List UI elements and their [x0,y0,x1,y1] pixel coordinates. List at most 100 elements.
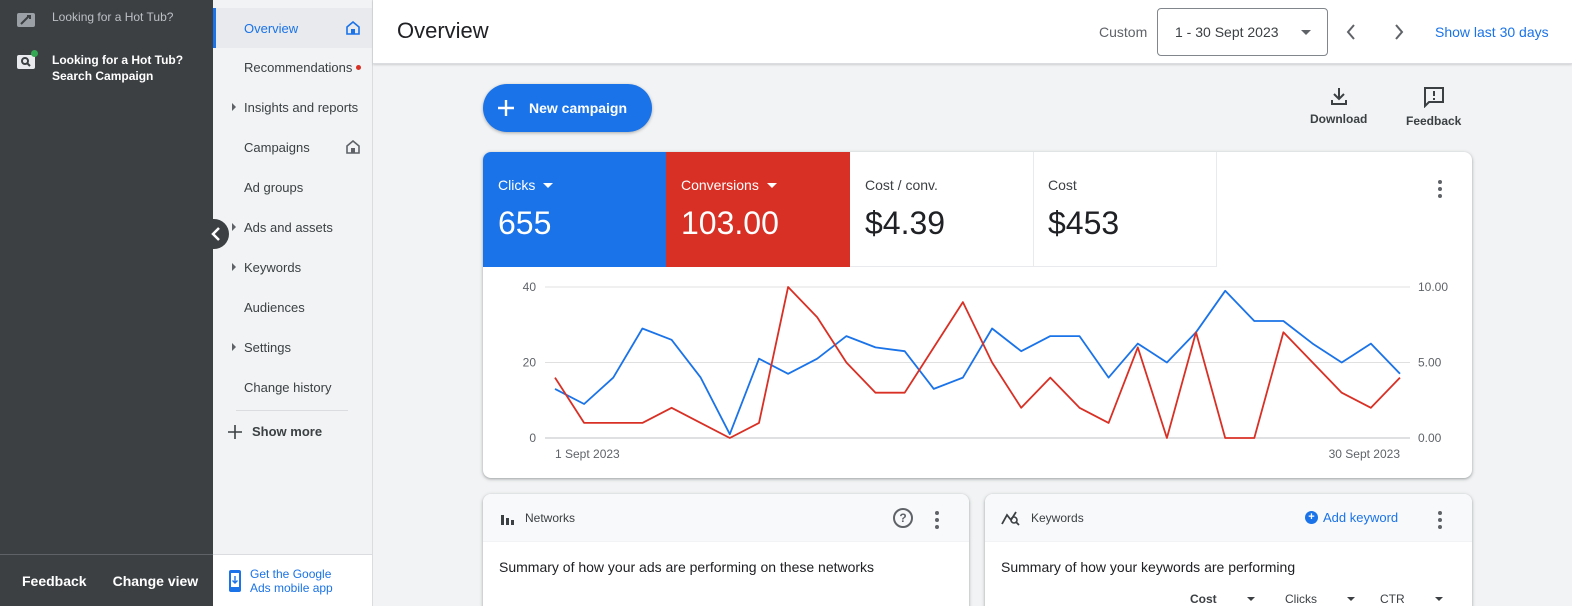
metric-value: $4.39 [865,205,946,241]
add-circle-icon: + [1305,511,1318,524]
campaign-name-line1: Looking for a Hot Tub? [52,53,184,67]
nav-item-label: Recommendations [244,59,353,75]
column-header-cost[interactable]: Cost [1190,592,1285,606]
x-end-label: 30 Sept 2023 [1329,447,1401,461]
nav-item-insights[interactable]: Insights and reports [213,87,372,127]
metric-header: Clicks [498,177,652,193]
sort-arrow-icon [1246,597,1255,601]
download-button[interactable]: Download [1310,86,1367,126]
y-right-tick-label: 5.00 [1418,356,1442,370]
rail-footer: Feedback Change view [0,554,213,606]
keywords-more-options-icon[interactable] [1430,511,1450,529]
nav-item-overview[interactable]: Overview [213,8,372,48]
performance-chart-card: Clicks 655 Conversions 103.00 Cost / con… [483,152,1472,478]
help-icon[interactable]: ? [893,508,913,528]
dropdown-arrow-icon [1301,30,1311,35]
chevron-right-icon [1395,24,1404,40]
mobile-app-label: Get the Google Ads mobile app [250,567,333,595]
metric-clicks[interactable]: Clicks 655 [483,152,667,267]
tools-icon [14,10,38,30]
y-left-tick-label: 0 [529,431,536,445]
campaign-selector[interactable]: Looking for a Hot Tub? Search Campaign [14,50,183,84]
keywords-column-headers: Cost Clicks CTR [1190,592,1472,606]
status-dot [31,50,38,57]
chevron-left-icon [211,227,220,241]
page-nav: Overview Recommendations Insights and re… [213,0,373,606]
page-title: Overview [397,18,489,43]
show-last-30-days-link[interactable]: Show last 30 days [1435,24,1549,40]
expand-caret-icon [232,263,236,271]
next-period-button[interactable] [1387,20,1411,44]
page-header: Overview Custom 1 - 30 Sept 2023 Show la… [373,0,1572,64]
metric-cost[interactable]: Cost $453 [1033,152,1217,267]
metric-value: 103.00 [681,205,779,241]
nav-item-ad-groups[interactable]: Ad groups [213,167,372,207]
nav-item-keywords[interactable]: Keywords [213,247,372,287]
add-keyword-button[interactable]: + Add keyword [1305,510,1398,525]
y-left-tick-label: 20 [523,356,537,370]
chart-more-options-icon[interactable] [1430,180,1450,198]
nav-item-label: Change history [244,379,332,395]
metric-conversions[interactable]: Conversions 103.00 [666,152,850,267]
feedback-label: Feedback [1406,114,1462,128]
series-line-conversions [554,286,1401,439]
download-label: Download [1310,112,1368,126]
metric-header: Cost [1048,177,1201,193]
campaign-name: Looking for a Hot Tub? Search Campaign [52,52,183,84]
feedback-link[interactable]: Feedback [22,572,87,589]
column-header-clicks[interactable]: Clicks [1285,592,1380,606]
nav-item-change-history[interactable]: Change history [213,367,372,407]
expand-caret-icon [232,223,236,231]
series-line-clicks [554,289,1401,436]
metric-header: Conversions [681,177,835,193]
new-campaign-label: New campaign [529,100,628,116]
dropdown-arrow-icon [766,182,777,188]
networks-more-options-icon[interactable] [927,511,947,529]
metric-value: 655 [498,205,552,241]
metric-cost-per-conv[interactable]: Cost / conv. $4.39 [850,152,1034,267]
account-switcher[interactable]: Looking for a Hot Tub? [14,10,173,30]
search-campaign-icon [14,50,38,72]
metric-label: Cost / conv. [865,177,938,193]
account-name: Looking for a Hot Tub? [52,10,174,24]
plus-icon [498,100,514,116]
nav-item-label: Keywords [244,259,302,275]
previous-period-button[interactable] [1339,20,1363,44]
keywords-card-header: Keywords + Add keyword [985,494,1472,542]
change-view-link[interactable]: Change view [112,572,199,589]
date-range-select[interactable]: 1 - 30 Sept 2023 [1157,8,1328,56]
nav-item-audiences[interactable]: Audiences [213,287,372,327]
column-label: Cost [1190,592,1217,606]
column-header-ctr[interactable]: CTR [1380,592,1472,606]
nav-item-label: Overview [244,20,299,36]
nav-item-settings[interactable]: Settings [213,327,372,367]
phone-icon [229,569,241,592]
mobile-app-line1: Get the Google [250,566,332,581]
line-chart: 0 0.00 20 5.00 40 10.00 1 Sept 2023 30 Sept 202… [523,280,1449,461]
collapse-nav-button[interactable] [203,219,229,249]
sort-arrow-icon [1347,597,1355,601]
new-campaign-button[interactable]: New campaign [483,84,652,132]
show-more-label: Show more [252,424,323,439]
feedback-button[interactable]: Feedback [1406,86,1461,128]
networks-card-title: Networks [525,510,576,525]
networks-card-subtitle: Summary of how your ads are performing o… [499,559,875,575]
home-icon [346,140,360,154]
y-right-tick-label: 10.00 [1418,280,1448,294]
nav-item-campaigns[interactable]: Campaigns [213,127,372,167]
show-more-button[interactable]: Show more [228,424,322,439]
mobile-app-line2: Ads mobile app [250,580,333,595]
mobile-app-link[interactable]: Get the Google Ads mobile app [213,554,372,606]
metric-header: Cost / conv. [865,177,1018,193]
keyword-trend-icon [1001,511,1020,526]
dropdown-arrow-icon [543,182,554,188]
feedback-icon [1423,87,1444,108]
networks-card-header: Networks ? [483,494,969,542]
campaign-name-line2: Search Campaign [52,69,154,83]
download-icon [1330,88,1347,105]
nav-item-ads-assets[interactable]: Ads and assets [213,207,372,247]
date-range-type: Custom [1099,24,1148,40]
column-label: CTR [1380,592,1405,606]
keywords-card-subtitle: Summary of how your keywords are perform… [1001,559,1296,575]
nav-item-recommendations[interactable]: Recommendations [213,47,372,87]
